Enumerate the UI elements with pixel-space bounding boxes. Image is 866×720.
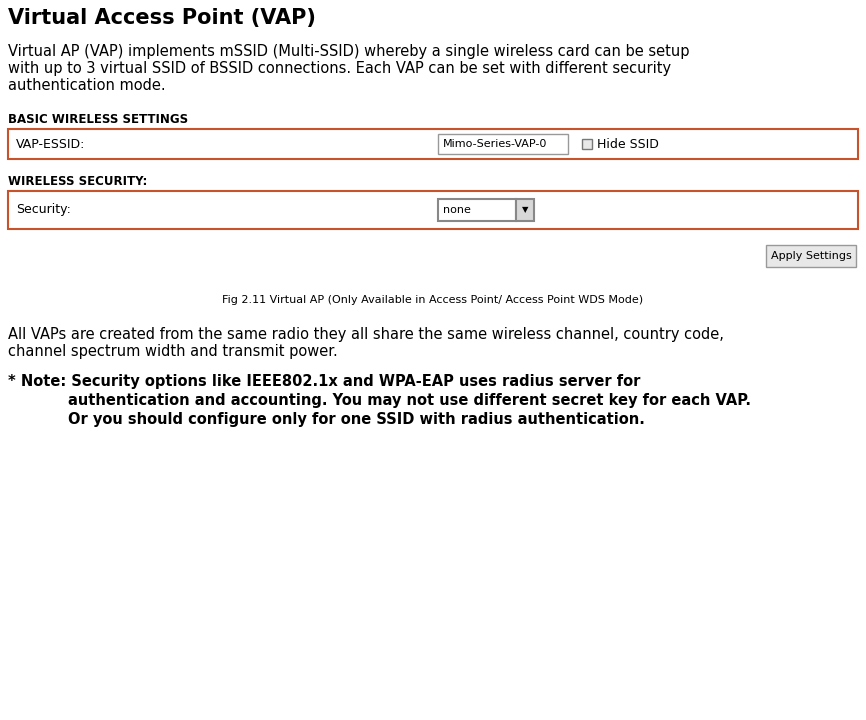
Text: BASIC WIRELESS SETTINGS: BASIC WIRELESS SETTINGS [8,113,188,126]
Text: none: none [443,205,471,215]
Text: Virtual Access Point (VAP): Virtual Access Point (VAP) [8,8,316,28]
Bar [8,129,858,159]
Text: WIRELESS SECURITY:: WIRELESS SECURITY: [8,175,147,188]
Bar [516,199,534,221]
Text: ▼: ▼ [521,205,528,215]
Text: Hide SSID: Hide SSID [597,138,659,150]
Text: Mimo-Series-VAP-0: Mimo-Series-VAP-0 [443,139,547,149]
Bar [8,191,858,229]
Bar [582,139,592,149]
Text: Or you should configure only for one SSID with radius authentication.: Or you should configure only for one SSI… [68,412,645,427]
Text: authentication mode.: authentication mode. [8,78,165,93]
Text: All VAPs are created from the same radio they all share the same wireless channe: All VAPs are created from the same radio… [8,327,724,342]
Text: Fig 2.11 Virtual AP (Only Available in Access Point/ Access Point WDS Mode): Fig 2.11 Virtual AP (Only Available in A… [223,295,643,305]
Bar [766,245,856,267]
Text: authentication and accounting. You may not use different secret key for each VAP: authentication and accounting. You may n… [68,393,751,408]
Text: Security:: Security: [16,204,71,217]
Text: VAP-ESSID:: VAP-ESSID: [16,138,86,150]
Bar [438,134,568,154]
Text: Virtual AP (VAP) implements mSSID (Multi-SSID) whereby a single wireless card ca: Virtual AP (VAP) implements mSSID (Multi… [8,44,689,59]
Text: with up to 3 virtual SSID of BSSID connections. Each VAP can be set with differe: with up to 3 virtual SSID of BSSID conne… [8,61,671,76]
Text: channel spectrum width and transmit power.: channel spectrum width and transmit powe… [8,344,338,359]
Bar [438,199,516,221]
Text: * Note: Security options like IEEE802.1x and WPA-EAP uses radius server for: * Note: Security options like IEEE802.1x… [8,374,640,389]
Text: Apply Settings: Apply Settings [771,251,851,261]
